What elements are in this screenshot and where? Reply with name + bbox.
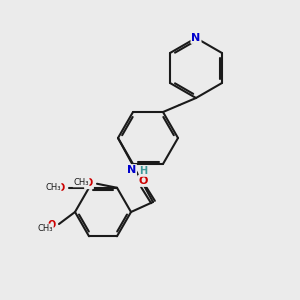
Text: O: O — [47, 220, 56, 230]
Text: N: N — [191, 33, 201, 43]
Text: N: N — [127, 165, 136, 175]
Text: CH₃: CH₃ — [38, 224, 53, 233]
Text: CH₃: CH₃ — [73, 178, 89, 187]
Text: O: O — [57, 183, 65, 193]
Text: O: O — [138, 176, 148, 186]
Text: H: H — [140, 166, 148, 176]
Text: O: O — [85, 178, 93, 188]
Text: CH₃: CH₃ — [45, 183, 61, 192]
